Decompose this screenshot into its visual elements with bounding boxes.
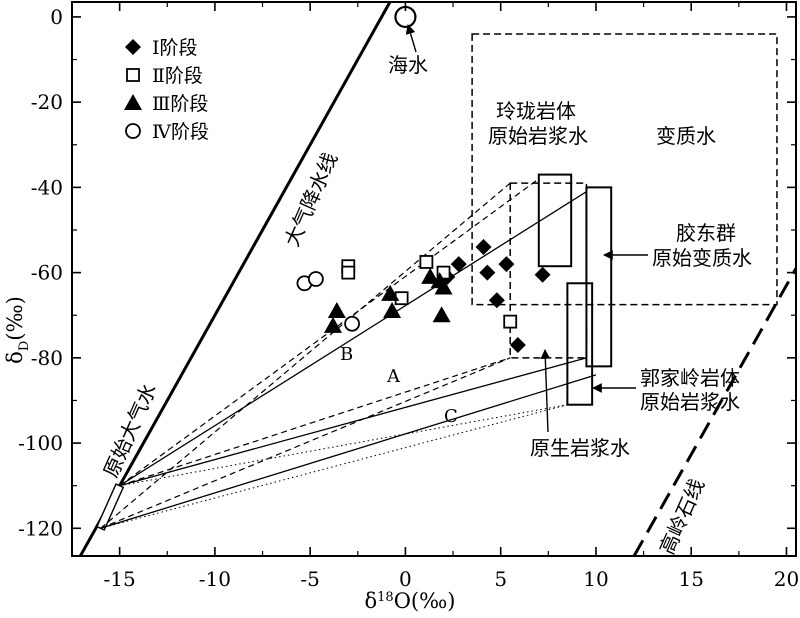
primary-magmatic-arrow bbox=[540, 349, 551, 433]
data-point-triangle-1 bbox=[327, 301, 346, 318]
data-point-triangle-2 bbox=[324, 316, 343, 333]
meteoric-water-line bbox=[79, 2, 392, 556]
legend-label: Ⅲ阶段 bbox=[152, 93, 208, 115]
x-tick-label: 5 bbox=[494, 567, 507, 591]
seawater-label: 海水 bbox=[388, 53, 428, 77]
field-box-1 bbox=[471, 33, 778, 306]
y-tick-label: -100 bbox=[18, 431, 63, 455]
primary-magmatic-label: 原生岩浆水 bbox=[530, 436, 630, 460]
data-point-square-2 bbox=[341, 265, 356, 280]
mixing-envelope-1 bbox=[119, 357, 511, 487]
metamorphic-water-label: 变质水 bbox=[656, 124, 716, 148]
jiaodong-label-2: 原始变质水 bbox=[652, 246, 752, 270]
x-tick-label: -5 bbox=[300, 567, 319, 591]
x-tick-label: 0 bbox=[399, 567, 412, 591]
legend-label: Ⅱ阶段 bbox=[152, 65, 203, 87]
data-point-circle-3 bbox=[344, 315, 360, 332]
plot-frame bbox=[71, 1, 797, 557]
x-tick-label: -10 bbox=[199, 567, 231, 591]
mixing-envelope-dotted-2 bbox=[100, 404, 568, 529]
data-point-diamond-7 bbox=[509, 337, 526, 354]
legend-marker-circle bbox=[125, 123, 141, 139]
mixing-line-c bbox=[100, 374, 597, 529]
y-tick-label: -40 bbox=[31, 175, 63, 199]
x-tick-label: 20 bbox=[774, 567, 799, 591]
line-label-c: C bbox=[444, 406, 458, 427]
kaolinite-line bbox=[632, 267, 796, 556]
field-box-3 bbox=[537, 173, 573, 268]
y-tick-label: -60 bbox=[31, 261, 63, 285]
x-axis-label: δ18O(‰) bbox=[365, 589, 456, 613]
y-tick-label: -120 bbox=[18, 516, 63, 540]
field-box-4 bbox=[585, 186, 613, 368]
jiaodong-label-1: 胶东群 bbox=[676, 221, 736, 245]
data-point-diamond-2 bbox=[450, 256, 467, 273]
x-tick-label: 15 bbox=[678, 567, 703, 591]
data-point-triangle-5 bbox=[421, 267, 440, 284]
mixing-envelope-dotted-1 bbox=[119, 404, 568, 487]
y-tick-label: 0 bbox=[50, 5, 63, 29]
legend-marker-triangle bbox=[124, 94, 142, 110]
data-point-circle-2 bbox=[307, 271, 324, 287]
linglong-label-1: 玲珑岩体 bbox=[496, 99, 576, 123]
legend-marker-square bbox=[126, 68, 140, 82]
guojialing-label-2: 原始岩浆水 bbox=[640, 390, 740, 414]
data-point-square-6 bbox=[503, 314, 518, 329]
data-point-diamond-6 bbox=[498, 256, 515, 273]
mixing-envelope-upper bbox=[119, 178, 540, 487]
data-point-diamond-3 bbox=[475, 239, 492, 256]
y-tick-label: -20 bbox=[31, 90, 63, 114]
data-point-triangle-4 bbox=[383, 301, 402, 318]
line-label-a: A bbox=[386, 366, 401, 387]
legend-label: Ⅳ阶段 bbox=[152, 121, 209, 143]
guojialing-label-1: 郭家岭岩体 bbox=[640, 366, 740, 390]
data-point-triangle-7 bbox=[430, 272, 449, 289]
line-label-b: B bbox=[340, 344, 353, 365]
x-tick-label: -15 bbox=[104, 567, 136, 591]
linglong-label-2: 原始岩浆水 bbox=[488, 124, 588, 148]
legend: Ⅰ阶段 Ⅱ阶段 Ⅲ阶段 Ⅳ阶段 bbox=[124, 37, 209, 143]
data-point-square-4 bbox=[419, 255, 434, 269]
seawater-arrow bbox=[405, 24, 417, 53]
legend-label: Ⅰ阶段 bbox=[152, 37, 198, 59]
data-point-triangle-3 bbox=[381, 284, 400, 301]
data-point-diamond-5 bbox=[488, 292, 505, 309]
x-tick-label: 10 bbox=[583, 567, 608, 591]
primitive-meteoric-water-bar bbox=[96, 483, 125, 531]
kaolinite-line-label: 高岭石线 bbox=[655, 475, 709, 558]
mixing-line-a bbox=[119, 357, 587, 487]
data-point-diamond-8 bbox=[534, 266, 551, 283]
y-axis-label: δD(‰) bbox=[3, 296, 32, 364]
data-point-diamond-4 bbox=[479, 264, 496, 281]
data-point-triangle-8 bbox=[432, 306, 451, 323]
y-tick-label: -80 bbox=[31, 346, 63, 370]
legend-marker-diamond bbox=[125, 39, 141, 55]
meteoric-line-label: 大气降水线 bbox=[280, 149, 343, 250]
mixing-line-b bbox=[119, 191, 587, 487]
field-box-5 bbox=[566, 282, 594, 406]
mixing-envelope-2 bbox=[100, 357, 511, 529]
field-box-2 bbox=[509, 182, 588, 359]
